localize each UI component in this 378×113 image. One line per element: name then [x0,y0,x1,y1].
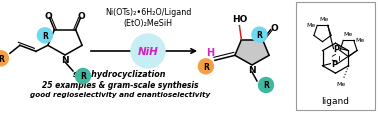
Text: R: R [203,62,209,71]
Text: 25 examples & gram-scale synthesis: 25 examples & gram-scale synthesis [42,80,198,89]
Text: good regioselectivity and enantioselectivity: good regioselectivity and enantioselecti… [30,91,210,97]
Text: Me: Me [307,23,316,28]
Text: O: O [78,12,85,21]
Text: Me: Me [355,38,364,43]
Text: Me: Me [343,32,352,37]
Text: R: R [42,32,48,40]
Text: syn-hydrocyclization: syn-hydrocyclization [73,69,167,78]
Circle shape [0,51,8,66]
Text: P: P [333,45,339,54]
Text: R: R [0,54,4,63]
Text: P: P [332,60,338,69]
Text: O: O [45,12,52,21]
Text: ligand: ligand [322,96,350,105]
Text: R: R [80,72,86,81]
FancyBboxPatch shape [296,3,375,110]
Text: Ni(OTs)₂•6H₂O/Ligand: Ni(OTs)₂•6H₂O/Ligand [105,8,191,17]
Circle shape [131,35,165,68]
Text: H: H [206,48,214,58]
Text: O: O [271,24,279,33]
Text: R: R [257,31,262,40]
Text: Me: Me [320,17,329,22]
Text: (EtO)₂MeSiH: (EtO)₂MeSiH [124,19,172,28]
Text: HO: HO [232,15,247,24]
Text: R: R [263,81,269,90]
Circle shape [198,59,213,74]
Circle shape [252,28,267,43]
Text: N: N [61,56,69,65]
Circle shape [259,78,274,93]
Circle shape [76,69,90,84]
Circle shape [37,29,53,43]
Text: NiH: NiH [138,47,158,56]
Polygon shape [235,40,269,65]
Text: Me: Me [337,81,346,86]
Text: N: N [248,66,256,75]
